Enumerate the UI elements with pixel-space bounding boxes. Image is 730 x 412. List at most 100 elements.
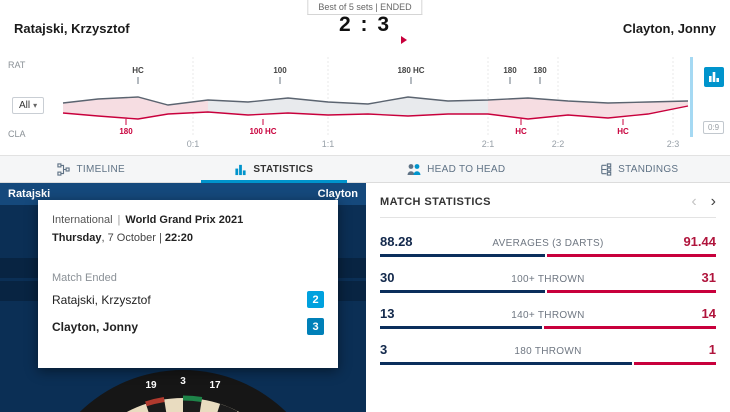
x-tick-label: 2:3	[667, 139, 680, 149]
chart-annotation-away: HC	[515, 127, 527, 136]
stat-bar	[380, 362, 716, 365]
chart-annotation: 180	[503, 66, 517, 75]
chart-annotation: 100	[273, 66, 287, 75]
stat-bar-away	[547, 290, 716, 293]
stat-away-value: 14	[701, 306, 716, 321]
stat-bar	[380, 326, 716, 329]
home-short-name: Ratajski	[8, 188, 51, 200]
home-sets-badge: 2	[307, 291, 324, 308]
dartboard-graphic: 19 3 17	[79, 370, 287, 412]
stat-bar-away	[634, 362, 716, 365]
chevron-right-icon[interactable]: ›	[710, 193, 716, 210]
x-tick-label: 2:2	[552, 139, 565, 149]
stat-bar	[380, 254, 716, 257]
x-tick-label: 1:1	[322, 139, 335, 149]
match-tabs: TIMELINE STATISTICS HEAD TO HEAD	[0, 155, 730, 183]
tab-label: STATISTICS	[253, 163, 314, 175]
chart-annotation: HC	[132, 66, 144, 75]
stat-home-value: 88.28	[380, 234, 413, 249]
home-player-name: Ratajski, Krzysztof	[14, 21, 130, 36]
dartboard-number: 19	[145, 380, 157, 391]
stat-bar-home	[380, 362, 632, 365]
popup-home-name: Ratajski, Krzysztof	[52, 292, 151, 307]
chart-annotation: 180 HC	[397, 66, 424, 75]
chart-position-indicator[interactable]	[690, 57, 693, 137]
tournament-breadcrumb: International | World Grand Prix 2021	[52, 214, 324, 226]
chart-filter-value: All	[19, 100, 31, 111]
stat-label: AVERAGES (3 DARTS)	[492, 238, 604, 249]
chart-annotation: 180	[533, 66, 547, 75]
stat-away-value: 1	[708, 342, 716, 357]
tournament-name[interactable]: World Grand Prix 2021	[125, 214, 244, 226]
chart-filter-dropdown[interactable]: All ▾	[12, 97, 45, 114]
match-status-badge: Best of 5 sets | ENDED	[307, 0, 423, 15]
stat-bar	[380, 290, 716, 293]
tab-timeline[interactable]: TIMELINE	[0, 156, 183, 182]
tab-statistics[interactable]: STATISTICS	[183, 156, 366, 183]
stat-label: 100+ THROWN	[511, 274, 585, 285]
match-datetime: Thursday, 7 October | 22:20	[52, 232, 324, 244]
stat-label: 180 THROWN	[514, 346, 582, 357]
stat-row: 88.28 AVERAGES (3 DARTS) 91.44	[380, 234, 716, 257]
chevron-left-icon[interactable]: ‹	[691, 193, 697, 210]
stat-row: 3 180 THROWN 1	[380, 342, 716, 365]
tab-standings[interactable]: STANDINGS	[548, 156, 730, 182]
chart-annotation-away: 100 HC	[249, 127, 276, 136]
home-average-line	[62, 96, 689, 106]
chevron-down-icon: ▾	[33, 101, 38, 110]
stat-away-value: 31	[701, 270, 716, 285]
category-label: International	[52, 214, 113, 226]
stat-away-value: 91.44	[683, 234, 716, 249]
away-sets-badge: 3	[307, 318, 324, 335]
stat-home-value: 3	[380, 342, 388, 357]
tab-label: HEAD TO HEAD	[427, 163, 506, 175]
stats-pager: ‹ ›	[691, 193, 716, 210]
chart-annotation-away: 180	[119, 127, 133, 136]
averages-chart: HC 100 180 HC 180 180 180 100 HC HC HC 0…	[62, 57, 693, 149]
match-score: 2 : 3	[338, 13, 392, 36]
stat-bar-home	[380, 326, 542, 329]
match-statistics-panel: MATCH STATISTICS ‹ › 88.28 AVERAGES (3 D…	[366, 183, 730, 412]
averages-chart-area: RAT CLA All ▾	[0, 55, 730, 155]
statistics-icon	[235, 164, 246, 175]
separator: |	[117, 214, 121, 226]
chart-view-button[interactable]	[704, 67, 724, 87]
stat-bar-away	[543, 326, 716, 329]
dart-indicator-icon	[401, 36, 407, 44]
x-tick-label: 0:1	[187, 139, 200, 149]
match-visual-panel: Ratajski Clayton 19 3 17	[0, 183, 366, 412]
popup-away-name: Clayton, Jonny	[52, 319, 139, 334]
dartboard-number: 3	[180, 376, 186, 387]
popup-player-row: Clayton, Jonny 3	[52, 315, 324, 338]
head-to-head-icon	[407, 163, 421, 175]
match-day: Thursday	[52, 232, 102, 244]
stats-panel-title: MATCH STATISTICS	[380, 196, 491, 208]
tab-label: STANDINGS	[618, 163, 679, 175]
stat-row: 30 100+ THROWN 31	[380, 270, 716, 293]
away-short-name: Clayton	[317, 188, 358, 200]
tab-head-to-head[interactable]: HEAD TO HEAD	[365, 156, 548, 182]
chart-band-home	[208, 97, 488, 116]
away-average-line	[62, 105, 689, 120]
chart-away-axis-label: CLA	[8, 129, 26, 139]
bar-chart-icon	[709, 72, 719, 82]
stat-bar-home	[380, 254, 545, 257]
match-info-popup: International | World Grand Prix 2021 Thur…	[38, 200, 338, 368]
stat-row: 13 140+ THROWN 14	[380, 306, 716, 329]
stat-home-value: 13	[380, 306, 395, 321]
stat-bar-home	[380, 290, 546, 293]
popup-player-row: Ratajski, Krzysztof 2	[52, 288, 324, 311]
standings-icon	[601, 162, 612, 176]
tab-label: TIMELINE	[76, 163, 126, 175]
dartboard-number: 17	[209, 380, 221, 391]
timeline-icon	[57, 162, 71, 176]
match-header: Best of 5 sets | ENDED Ratajski, Krzyszt…	[0, 0, 730, 55]
match-time: 22:20	[164, 232, 194, 244]
stat-bar-away	[546, 254, 716, 257]
score-view-toggle[interactable]: 0:9	[703, 121, 724, 134]
x-tick-label: 2:1	[482, 139, 495, 149]
visual-scoreboard-header: Ratajski Clayton	[0, 183, 366, 205]
away-player-name: Clayton, Jonny	[622, 21, 716, 36]
stat-label: 140+ THROWN	[511, 310, 585, 321]
